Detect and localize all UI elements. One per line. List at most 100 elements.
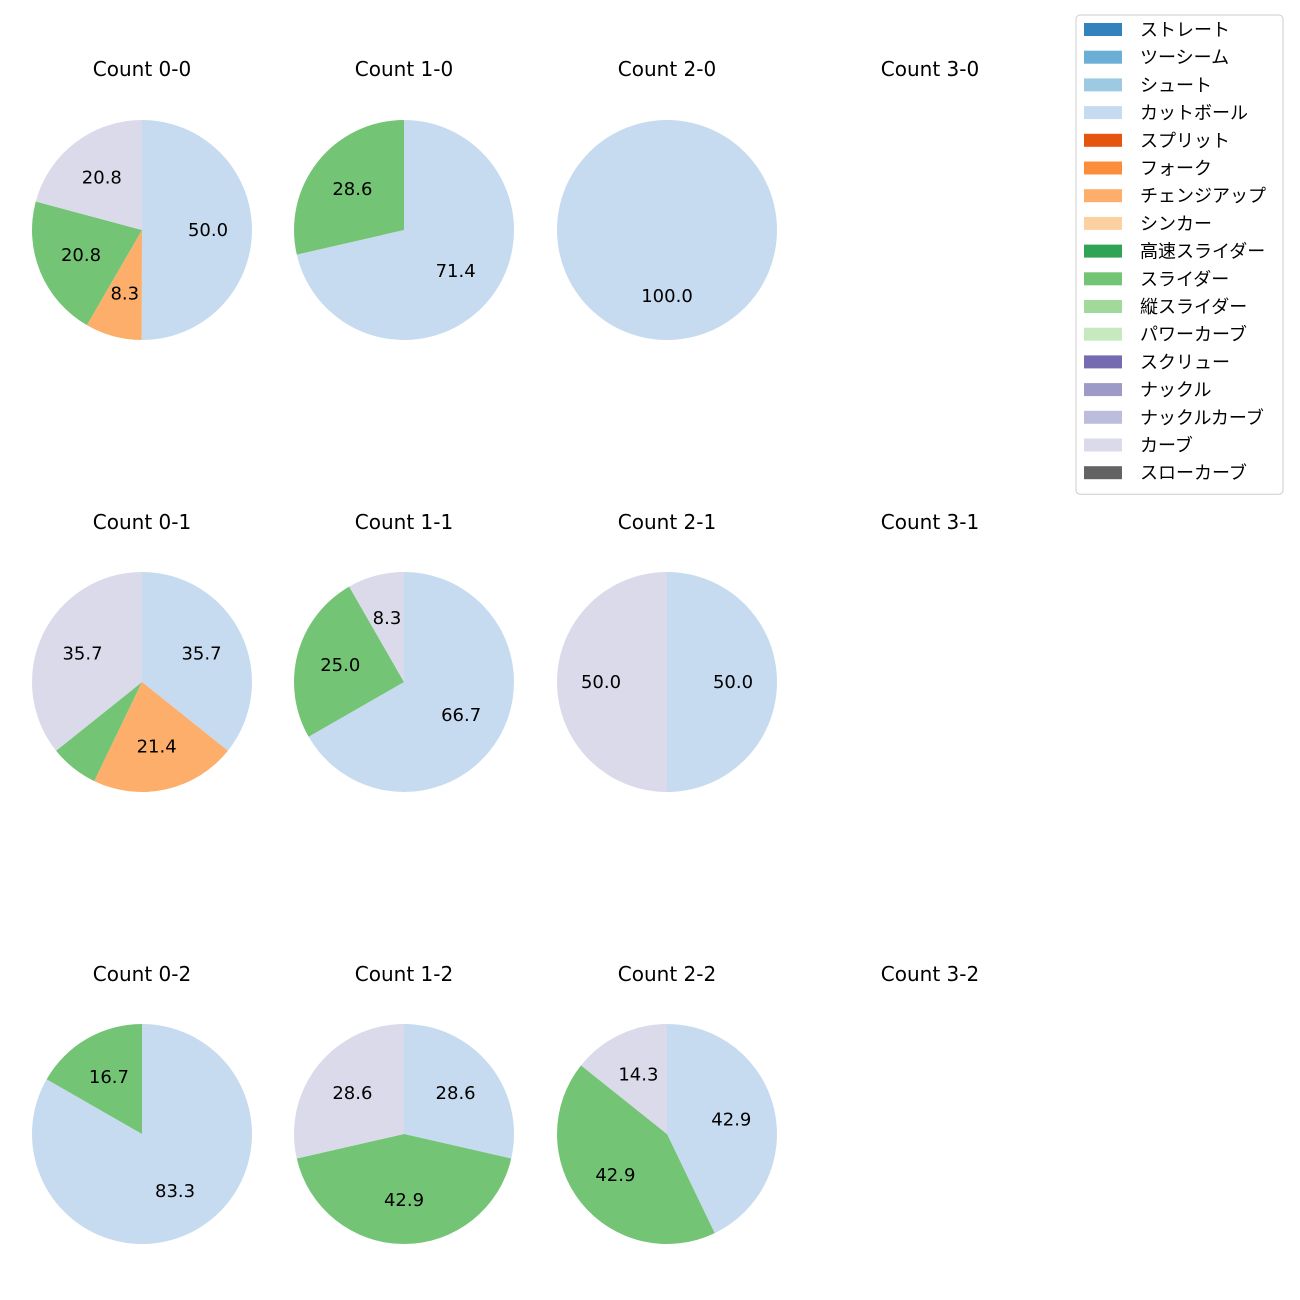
slice-label: 71.4 — [436, 261, 476, 282]
legend-label: スプリット — [1140, 131, 1230, 152]
pie-slice — [32, 572, 142, 751]
legend-label: 縦スライダー — [1140, 297, 1247, 318]
legend-label: カーブ — [1140, 435, 1193, 457]
pie-slice — [142, 572, 252, 751]
legend-label: 高速スライダー — [1140, 242, 1265, 263]
pie-title: Count 3-2 — [881, 962, 979, 986]
legend-label: ストレート — [1140, 20, 1230, 41]
pie-panel: Count 1-1 66.7 25.0 8.3 — [293, 510, 514, 792]
pie-slice — [293, 586, 404, 737]
pie-slice — [94, 682, 228, 792]
slice-label: 8.3 — [373, 608, 402, 629]
pie-slice — [557, 120, 777, 340]
pie-slice — [294, 1024, 404, 1159]
pie-panel: Count 0-0 50.0 8.3 20.8 20.8 — [32, 57, 253, 340]
pie-panel: Count 1-2 28.6 42.9 28.6 — [294, 962, 514, 1244]
legend-swatch — [1084, 466, 1122, 480]
pie-slice — [349, 572, 404, 682]
legend-swatch — [1084, 272, 1122, 286]
pie-title: Count 2-0 — [618, 57, 716, 81]
legend-swatch — [1084, 410, 1122, 424]
legend-swatch — [1084, 133, 1122, 147]
legend-swatch — [1084, 216, 1122, 230]
pie-title: Count 1-2 — [355, 962, 453, 986]
pie-slice — [557, 572, 667, 792]
slice-label: 50.0 — [713, 672, 753, 693]
legend-label: スライダー — [1140, 269, 1229, 290]
pie-panel: Count 2-2 42.9 42.9 14.3 — [557, 962, 777, 1244]
pie-slice — [580, 1024, 667, 1134]
legend-swatch — [1084, 383, 1122, 397]
legend-frame — [1075, 14, 1284, 495]
pie-panel: Count 2-1 50.0 50.0 — [557, 510, 777, 792]
slice-label: 8.3 — [110, 284, 139, 305]
slice-label: 83.3 — [155, 1181, 195, 1202]
slice-label: 28.6 — [332, 179, 372, 200]
slice-label: 42.9 — [384, 1190, 424, 1211]
pie-title: Count 3-0 — [881, 57, 979, 81]
pie-slice — [667, 1024, 777, 1234]
legend-swatch — [1084, 355, 1122, 369]
slice-label: 42.9 — [711, 1109, 751, 1130]
pie-title: Count 0-0 — [93, 57, 191, 81]
legend-swatch — [1084, 161, 1122, 175]
pie-slice — [296, 120, 514, 340]
legend-label: シンカー — [1140, 214, 1212, 235]
slice-label: 35.7 — [181, 643, 221, 664]
pie-slice — [294, 120, 404, 255]
pie-slice — [32, 201, 143, 326]
pie-title: Count 2-1 — [618, 510, 716, 534]
slice-label: 35.7 — [62, 643, 102, 664]
legend-label: スローカーブ — [1140, 462, 1247, 484]
pie-slice — [46, 1024, 142, 1134]
pie-slice — [296, 1134, 512, 1244]
slice-label: 20.8 — [82, 168, 122, 189]
slice-label: 28.6 — [332, 1083, 372, 1104]
pie-slice — [308, 572, 514, 792]
slice-label: 21.4 — [137, 736, 177, 757]
legend-swatch — [1084, 23, 1122, 36]
slice-label: 25.0 — [320, 655, 360, 676]
slice-label: 42.9 — [595, 1165, 635, 1186]
pie-panel: Count 3-0 — [881, 57, 979, 81]
legend-label: シュート — [1140, 75, 1212, 96]
legend-swatch — [1084, 327, 1122, 341]
slice-label: 50.0 — [581, 672, 621, 693]
pie-slice — [404, 1024, 514, 1159]
pie-slice — [56, 682, 142, 782]
slice-label: 14.3 — [618, 1065, 658, 1086]
pie-slice — [667, 572, 777, 792]
slice-label: 20.8 — [61, 245, 101, 266]
pie-title: Count 2-2 — [618, 962, 716, 986]
legend-label: カットボール — [1140, 103, 1248, 124]
slice-label: 16.7 — [89, 1067, 129, 1088]
pie-title: Count 1-1 — [355, 510, 453, 534]
legend-swatch — [1084, 78, 1122, 92]
slice-label: 100.0 — [641, 286, 693, 307]
pie-panel: Count 3-1 — [881, 510, 979, 534]
pie-slice — [557, 1065, 715, 1244]
pie-title: Count 3-1 — [881, 510, 979, 534]
legend-label: ナックルカーブ — [1140, 407, 1264, 429]
legend-label: フォーク — [1140, 159, 1212, 180]
pie-slice — [35, 120, 142, 230]
pie-title: Count 0-1 — [93, 510, 191, 534]
slice-label: 66.7 — [441, 705, 481, 726]
slice-label: 28.6 — [436, 1083, 476, 1104]
legend: ストレートツーシームシュートカットボールスプリットフォークチェンジアップシンカー… — [1075, 14, 1284, 495]
legend-swatch — [1084, 189, 1122, 203]
legend-swatch — [1084, 300, 1122, 313]
legend-label: チェンジアップ — [1140, 186, 1266, 207]
pie-slice — [141, 120, 253, 340]
legend-swatch — [1084, 438, 1122, 452]
pie-slice — [86, 230, 142, 340]
pie-panel: Count 3-2 — [881, 962, 979, 986]
pie-title: Count 0-2 — [93, 962, 191, 986]
pie-title: Count 1-0 — [355, 57, 453, 81]
legend-swatch — [1084, 50, 1122, 64]
pie-panel: Count 0-1 35.7 21.4 35.7 — [32, 510, 252, 792]
legend-label: スクリュー — [1140, 352, 1230, 373]
pie-panel: Count 1-0 71.4 28.6 — [294, 57, 514, 340]
legend-label: ナックル — [1140, 380, 1211, 401]
